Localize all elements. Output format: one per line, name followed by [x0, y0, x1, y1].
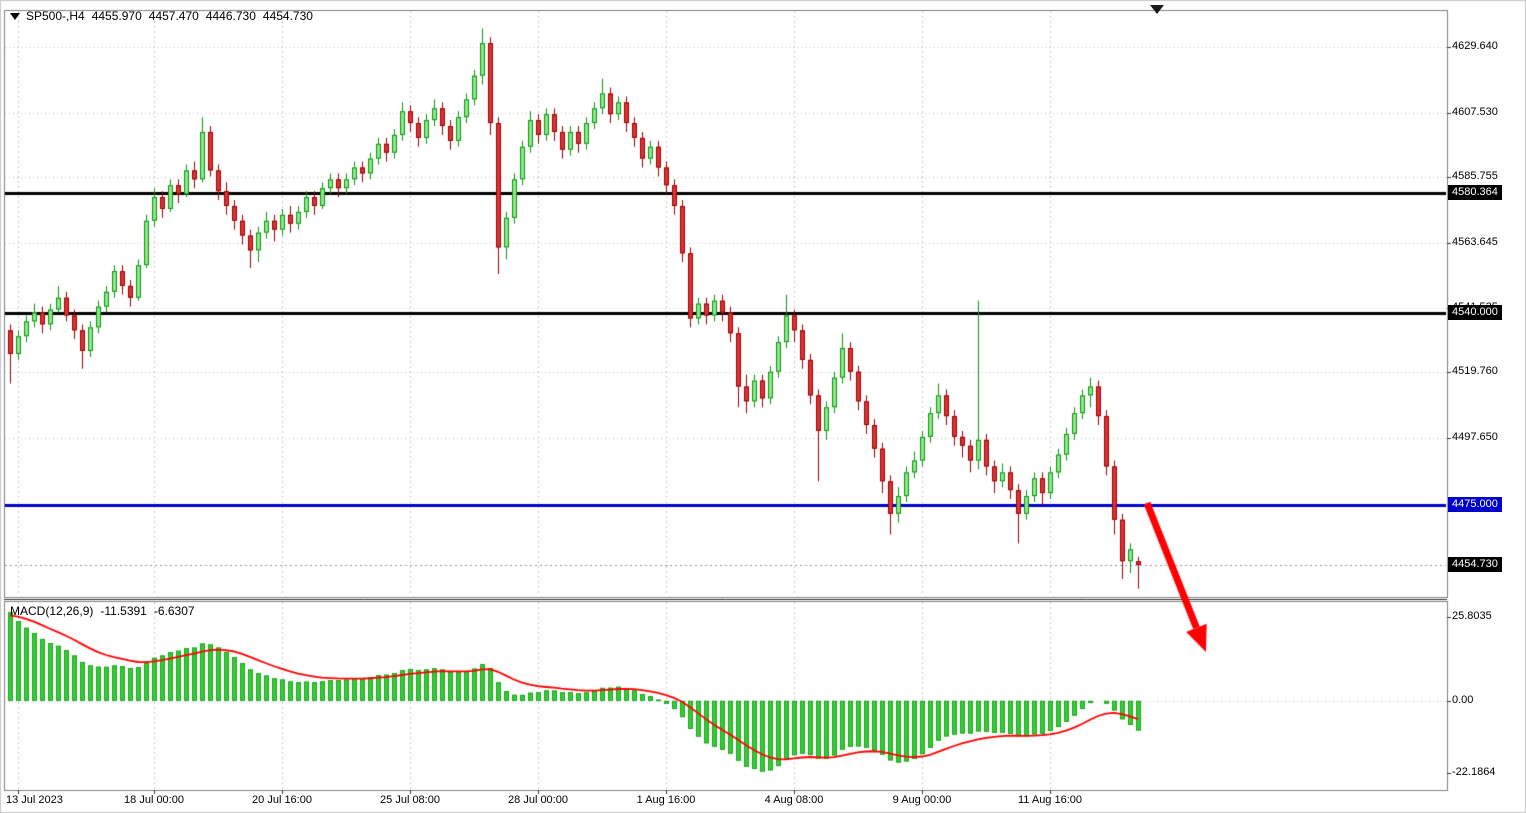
price-level-badge: 4454.730 — [1448, 556, 1502, 572]
price-level-badge: 4475.000 — [1448, 496, 1502, 512]
quote-open: 4455.970 — [91, 9, 142, 23]
date-tick-label: 20 Jul 16:00 — [252, 794, 312, 806]
macd-indicator-name: MACD(12,26,9) — [10, 604, 94, 618]
quote-high: 4457.470 — [148, 9, 199, 23]
date-tick-label: 11 Aug 16:00 — [1017, 794, 1083, 806]
quote-low: 4446.730 — [205, 9, 256, 23]
macd-main-value: -11.5391 — [100, 604, 147, 618]
date-tick-label: 13 Jul 2023 — [6, 794, 63, 806]
quote-line: SP500-,H4 4455.970 4457.470 4446.730 445… — [10, 9, 313, 23]
date-tick-label: 4 Aug 08:00 — [764, 794, 824, 806]
price-tick-label: 4497.650 — [1452, 430, 1498, 443]
price-tick-label: 4563.645 — [1452, 235, 1498, 248]
date-tick-label: 18 Jul 00:00 — [124, 794, 184, 806]
quote-close: 4454.730 — [262, 9, 313, 23]
symbol-timeframe: SP500-,H4 — [26, 9, 85, 23]
macd-scale-label: 25.8035 — [1452, 609, 1492, 622]
price-tick-label: 4607.530 — [1452, 105, 1498, 118]
macd-indicator-label: MACD(12,26,9) -11.5391 -6.6307 — [10, 604, 195, 618]
price-tick-label: 4585.755 — [1452, 170, 1498, 183]
price-tick-label: 4629.640 — [1452, 40, 1498, 53]
chart-shift-marker-icon[interactable] — [1150, 5, 1164, 14]
date-tick-label: 9 Aug 00:00 — [892, 794, 952, 806]
date-tick-label: 28 Jul 00:00 — [508, 794, 568, 806]
macd-scale-label: -22.1864 — [1452, 766, 1496, 779]
symbol-marker-icon — [10, 12, 20, 20]
price-level-badge: 4580.364 — [1448, 185, 1502, 201]
macd-signal-value: -6.6307 — [153, 604, 195, 618]
date-tick-label: 25 Jul 08:00 — [380, 794, 440, 806]
price-level-badge: 4540.000 — [1448, 304, 1502, 320]
macd-scale-label: 0.00 — [1452, 693, 1474, 706]
date-tick-label: 1 Aug 16:00 — [636, 794, 696, 806]
price-tick-label: 4519.760 — [1452, 365, 1498, 378]
